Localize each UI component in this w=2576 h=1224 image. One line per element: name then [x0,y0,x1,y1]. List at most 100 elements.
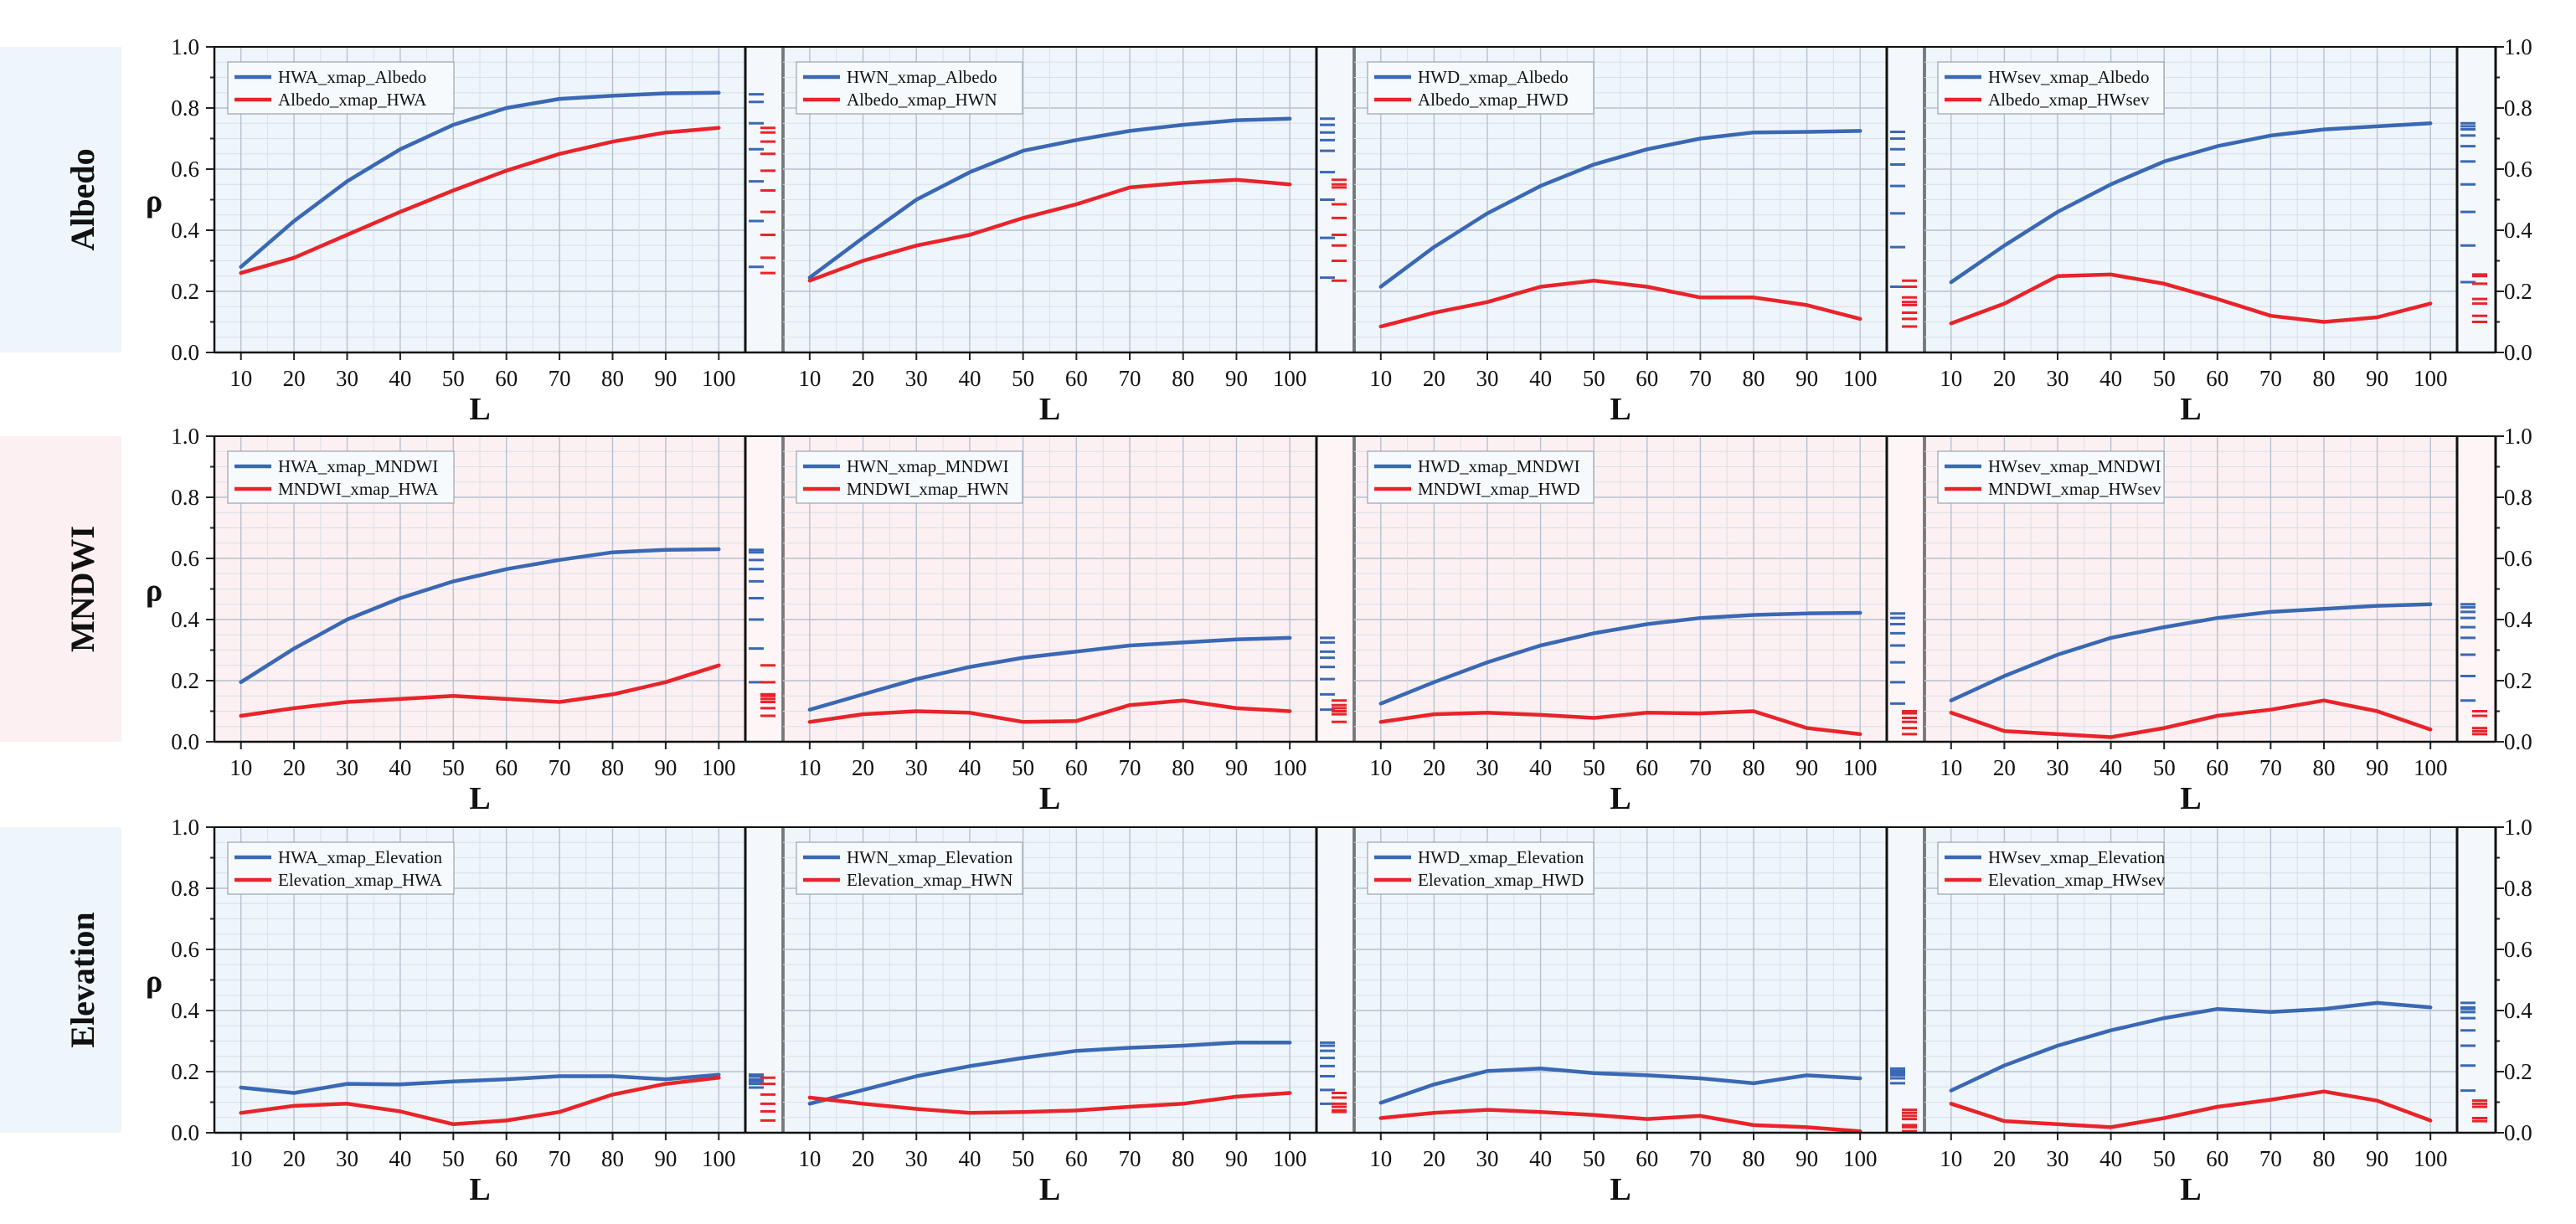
x-tick-label: 80 [2313,1146,2336,1171]
x-tick-label: 40 [958,366,981,391]
series-line-hwd-xmap-mndwi [1378,610,1862,706]
x-tick-label: 40 [958,1146,981,1171]
x-tick-label: 10 [798,1146,821,1171]
series-line-hwa-xmap-mndwi [239,547,721,685]
x-tick-label: 70 [2259,366,2282,391]
x-tick-label: 40 [2099,755,2122,780]
y-tick-label-left: 0.6 [171,937,199,962]
x-tick-label: 90 [2366,366,2388,391]
side-strip-background [1887,47,1924,352]
x-tick-label: 50 [1583,755,1605,780]
series-line-albedo-xmap-hwa [239,126,721,275]
x-tick-label: 30 [905,755,928,780]
legend-label: HWD_xmap_MNDWI [1418,456,1580,476]
x-tick-label: 90 [2366,1146,2388,1171]
x-tick-label: 90 [1225,366,1248,391]
x-axis-title: L [1039,1172,1060,1207]
legend-label: Elevation_xmap_HWD [1418,870,1584,890]
series-line-mndwi-xmap-hwa [239,663,721,718]
x-tick-label: 20 [1423,755,1445,780]
y-tick-label-right: 1.0 [2504,815,2532,840]
legend-box [1367,450,1595,504]
y-tick-label-right: 0.0 [2504,729,2532,754]
y-tick-label-right: 0.0 [2504,340,2532,365]
x-tick-label: 60 [1636,755,1658,780]
y-tick-label-right: 0.8 [2504,876,2532,901]
x-tick-label: 50 [1012,1146,1034,1171]
side-strip-background [745,436,783,742]
y-tick-label-left: 0.2 [171,668,199,693]
x-tick-label: 70 [549,366,571,391]
x-tick-label: 50 [1012,366,1034,391]
x-tick-label: 100 [1273,1146,1307,1171]
y-axis-title: ρ [146,573,162,609]
x-tick-label: 40 [389,755,411,780]
x-tick-label: 20 [852,1146,874,1171]
row-title: Albedo [64,148,101,250]
x-tick-label: 50 [1583,1146,1605,1171]
x-tick-label: 70 [1119,366,1141,391]
legend-label: Albedo_xmap_HWsev [1988,90,2150,110]
x-tick-label: 80 [1743,755,1765,780]
series-line-hwa-xmap-albedo [239,90,721,270]
x-tick-label: 80 [1743,366,1765,391]
row-label-band [0,827,121,1133]
x-tick-label: 70 [549,755,571,780]
legend-label: Albedo_xmap_HWD [1418,90,1569,110]
y-tick-label-left: 0.6 [171,157,199,182]
x-tick-label: 100 [702,366,736,391]
x-tick-label: 50 [1012,755,1034,780]
y-tick-label-left: 0.0 [171,1120,199,1145]
series-line-hwsev-xmap-mndwi [1949,602,2433,702]
x-tick-label: 100 [1843,755,1878,780]
x-tick-label: 100 [1273,755,1307,780]
x-tick-label: 90 [1225,1146,1248,1171]
x-tick-label: 90 [1795,366,1818,391]
series-line-hwsev-xmap-elevation [1949,1000,2433,1093]
y-tick-label-right: 0.8 [2504,485,2532,510]
legend-label: MNDWI_xmap_HWsev [1988,479,2161,499]
x-tick-label: 30 [2047,366,2069,391]
series-line-mndwi-xmap-hwsev [1949,698,2433,739]
x-tick-label: 70 [1119,1146,1141,1171]
legend-label: HWsev_xmap_Elevation [1988,847,2166,867]
x-tick-label: 40 [389,366,411,391]
y-tick-label-right: 0.2 [2504,668,2532,693]
y-tick-label-right: 0.6 [2504,937,2532,962]
y-tick-label-left: 0.8 [171,876,199,901]
series-line-albedo-xmap-hwn [807,177,1292,283]
x-tick-label: 10 [229,366,252,391]
x-tick-label: 30 [336,1146,358,1171]
x-tick-label: 80 [1172,1146,1194,1171]
x-axis-title: L [2180,392,2201,427]
y-axis-title: ρ [146,184,162,219]
row-title: Elevation [64,912,101,1047]
x-tick-label: 20 [852,755,874,780]
x-tick-label: 50 [2153,366,2176,391]
legend-box [1367,841,1595,895]
y-tick-label-left: 0.2 [171,279,199,304]
x-tick-label: 20 [283,366,306,391]
x-tick-label: 10 [1940,1146,1962,1171]
y-tick-label-left: 1.0 [171,815,199,840]
legend-label: MNDWI_xmap_HWD [1418,479,1580,499]
legend-label: HWsev_xmap_Albedo [1988,67,2149,87]
x-tick-label: 20 [1423,366,1445,391]
legend-label: HWA_xmap_Elevation [278,847,442,867]
x-tick-label: 10 [229,755,252,780]
legend-box [227,61,455,115]
legend-label: HWD_xmap_Albedo [1418,67,1569,87]
legend-box [796,841,1023,895]
legend-label: Albedo_xmap_HWN [847,90,997,110]
x-axis-title: L [1610,781,1631,816]
x-tick-label: 30 [905,366,928,391]
x-tick-label: 70 [549,1146,571,1171]
legend-box [1937,61,2165,115]
x-tick-label: 70 [2259,1146,2282,1171]
x-tick-label: 10 [1940,366,1962,391]
x-tick-label: 40 [1529,1146,1552,1171]
legend-box [1937,450,2165,504]
x-tick-label: 20 [283,755,306,780]
x-tick-label: 60 [495,755,518,780]
